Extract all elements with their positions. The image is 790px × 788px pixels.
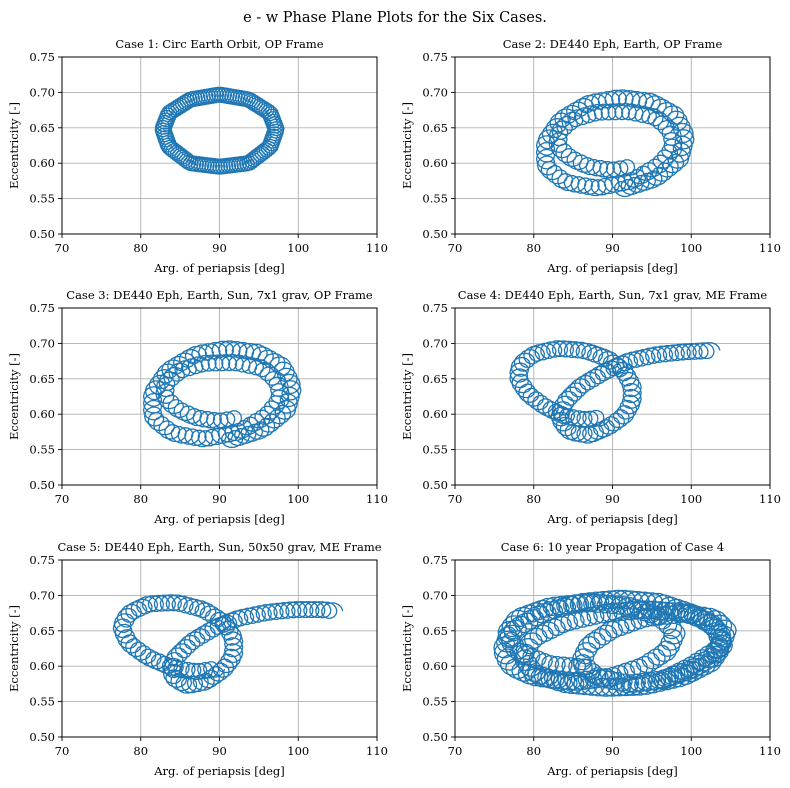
y-tick-label: 0.75 [422, 50, 448, 64]
x-tick-label: 110 [759, 492, 781, 506]
series-line [535, 89, 695, 198]
series-line [112, 594, 344, 694]
x-tick-label: 70 [448, 492, 463, 506]
series-line [154, 86, 285, 175]
y-tick-label: 0.55 [422, 443, 448, 457]
subplot-case-4: 70 80 90 100 110 0.50 0.55 0.60 0.65 0.70 0.75 Case… [400, 288, 781, 526]
y-tick-label: 0.70 [29, 336, 55, 350]
y-axis-label: Eccentricity [-] [7, 605, 21, 692]
subplot-case-6: 70 80 90 100 110 0.50 0.55 0.60 0.65 0.70 0.75 Case… [400, 540, 781, 778]
y-axis-label: Eccentricity [-] [7, 102, 21, 189]
x-tick-label: 70 [448, 744, 463, 758]
y-tick-label: 0.70 [422, 85, 448, 99]
x-axis-label: Arg. of periapsis [deg] [153, 764, 285, 778]
y-tick-label: 0.65 [422, 372, 448, 386]
x-tick-label: 100 [287, 492, 309, 506]
y-axis-label: Eccentricity [-] [400, 353, 414, 440]
x-tick-label: 90 [212, 492, 227, 506]
y-tick-label: 0.60 [422, 659, 448, 673]
y-tick-label: 0.75 [29, 301, 55, 315]
y-tick-label: 0.75 [422, 301, 448, 315]
x-tick-label: 110 [366, 492, 388, 506]
subplot-title: Case 5: DE440 Eph, Earth, Sun, 50x50 gra… [57, 540, 381, 554]
y-tick-label: 0.55 [29, 443, 55, 457]
x-axis-label: Arg. of periapsis [deg] [546, 261, 678, 275]
y-tick-label: 0.75 [29, 553, 55, 567]
y-tick-label: 0.65 [422, 121, 448, 135]
y-tick-label: 0.65 [29, 624, 55, 638]
x-tick-label: 110 [759, 744, 781, 758]
x-axis-label: Arg. of periapsis [deg] [546, 512, 678, 526]
y-tick-label: 0.60 [422, 407, 448, 421]
subplot-case-1: 70 80 90 100 110 0.50 0.55 0.60 0.65 0.70 0.75 Case… [7, 37, 388, 275]
y-tick-label: 0.55 [29, 192, 55, 206]
x-axis-label: Arg. of periapsis [deg] [153, 512, 285, 526]
y-tick-label: 0.60 [422, 156, 448, 170]
x-tick-label: 80 [133, 241, 148, 255]
y-tick-label: 0.75 [29, 50, 55, 64]
subplot-title: Case 2: DE440 Eph, Earth, OP Frame [503, 37, 723, 51]
x-axis-label: Arg. of periapsis [deg] [546, 764, 678, 778]
y-tick-label: 0.65 [29, 121, 55, 135]
y-tick-label: 0.65 [422, 624, 448, 638]
x-tick-label: 70 [55, 492, 70, 506]
subplot-case-3: 70 80 90 100 110 0.50 0.55 0.60 0.65 0.70 0.75 Case… [7, 288, 388, 526]
y-tick-label: 0.50 [422, 478, 448, 492]
subplot-title: Case 4: DE440 Eph, Earth, Sun, 7x1 grav,… [458, 288, 768, 302]
y-tick-label: 0.60 [29, 156, 55, 170]
y-tick-label: 0.65 [29, 372, 55, 386]
subplot-title: Case 3: DE440 Eph, Earth, Sun, 7x1 grav,… [66, 288, 373, 302]
y-tick-label: 0.70 [422, 588, 448, 602]
x-axis-label: Arg. of periapsis [deg] [153, 261, 285, 275]
x-tick-label: 80 [133, 492, 148, 506]
series-line [142, 340, 302, 449]
y-tick-label: 0.60 [29, 407, 55, 421]
x-tick-label: 100 [680, 241, 702, 255]
y-tick-label: 0.50 [29, 227, 55, 241]
x-tick-label: 90 [605, 492, 620, 506]
subplot-case-2: 70 80 90 100 110 0.50 0.55 0.60 0.65 0.70 0.75 Case… [400, 37, 781, 275]
x-tick-label: 80 [526, 241, 541, 255]
subplot-title: Case 1: Circ Earth Orbit, OP Frame [115, 37, 323, 51]
x-tick-label: 70 [55, 744, 70, 758]
x-tick-label: 70 [55, 241, 70, 255]
y-axis-label: Eccentricity [-] [7, 353, 21, 440]
y-tick-label: 0.50 [422, 227, 448, 241]
figure-title: e - w Phase Plane Plots for the Six Case… [243, 10, 547, 26]
x-tick-label: 90 [212, 744, 227, 758]
x-tick-label: 70 [448, 241, 463, 255]
y-tick-label: 0.70 [29, 588, 55, 602]
x-tick-label: 100 [680, 492, 702, 506]
y-tick-label: 0.55 [29, 695, 55, 709]
x-tick-label: 80 [526, 744, 541, 758]
subplot-grid: 70 80 90 100 1100.500.550.600.650.700.75Case… [7, 37, 781, 778]
x-tick-label: 90 [212, 241, 227, 255]
series-line [493, 589, 737, 697]
y-tick-label: 0.60 [29, 659, 55, 673]
y-tick-label: 0.70 [422, 336, 448, 350]
y-tick-label: 0.50 [422, 730, 448, 744]
y-tick-label: 0.55 [422, 695, 448, 709]
x-tick-label: 90 [605, 744, 620, 758]
y-tick-label: 0.50 [29, 478, 55, 492]
y-tick-label: 0.75 [422, 553, 448, 567]
x-tick-label: 100 [680, 744, 702, 758]
series-line [509, 340, 721, 444]
x-tick-label: 80 [133, 744, 148, 758]
y-tick-label: 0.55 [422, 192, 448, 206]
x-tick-label: 100 [287, 241, 309, 255]
x-tick-label: 90 [605, 241, 620, 255]
subplot-case-5: 70 80 90 100 110 0.50 0.55 0.60 0.65 0.70 0.75Case… [7, 540, 388, 778]
y-tick-label: 0.50 [29, 730, 55, 744]
x-tick-label: 110 [759, 241, 781, 255]
y-axis-label: Eccentricity [-] [400, 102, 414, 189]
x-tick-label: 100 [287, 744, 309, 758]
y-axis-label: Eccentricity [-] [400, 605, 414, 692]
x-tick-label: 110 [366, 241, 388, 255]
subplot-title: Case 6: 10 year Propagation of Case 4 [501, 540, 725, 554]
x-tick-label: 110 [366, 744, 388, 758]
y-tick-label: 0.70 [29, 85, 55, 99]
x-tick-label: 80 [526, 492, 541, 506]
